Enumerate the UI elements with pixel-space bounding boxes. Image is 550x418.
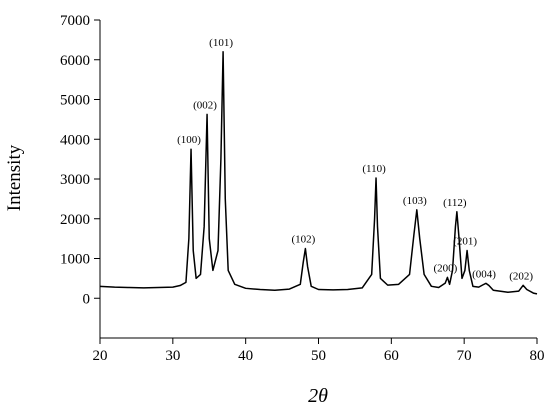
peak-label: (110) xyxy=(362,163,386,175)
y-tick-label: 2000 xyxy=(60,212,90,228)
y-tick-label: 6000 xyxy=(60,53,90,69)
x-tick-label: 50 xyxy=(311,348,326,364)
peak-label: (002) xyxy=(193,99,217,111)
y-tick-label: 0 xyxy=(83,291,91,307)
peak-label: (202) xyxy=(509,270,533,282)
x-tick-label: 30 xyxy=(165,348,180,364)
peak-label: (112) xyxy=(443,197,467,209)
y-tick-label: 4000 xyxy=(60,132,90,148)
x-axis-label: 2θ xyxy=(308,385,328,407)
peak-label: (004) xyxy=(472,268,496,280)
peak-label: (100) xyxy=(177,134,201,146)
y-tick-label: 5000 xyxy=(60,93,90,109)
peak-label: (103) xyxy=(403,195,427,207)
y-tick-label: 1000 xyxy=(60,252,90,268)
x-tick-label: 60 xyxy=(384,348,399,364)
peak-label: (200) xyxy=(434,262,458,274)
x-tick-label: 80 xyxy=(530,348,545,364)
data-line xyxy=(99,51,538,295)
peak-label: (101) xyxy=(209,37,233,49)
x-tick-label: 40 xyxy=(238,348,253,364)
peak-label: (201) xyxy=(453,236,477,248)
y-axis-label: Intensity xyxy=(4,144,25,211)
x-tick-label: 70 xyxy=(457,348,472,364)
y-tick-label: 7000 xyxy=(60,13,90,29)
peak-label: (102) xyxy=(291,234,315,246)
x-tick-label: 20 xyxy=(93,348,108,364)
y-tick-label: 3000 xyxy=(60,172,90,188)
